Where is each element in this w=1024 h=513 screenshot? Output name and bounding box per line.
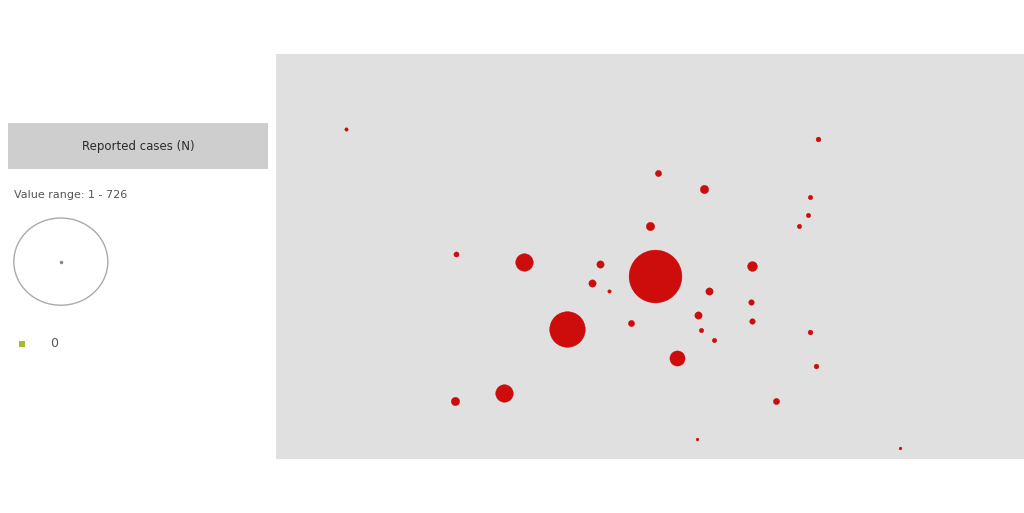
Text: 0: 0 (50, 337, 57, 350)
Text: Value range: 1 - 726: Value range: 1 - 726 (14, 190, 127, 200)
Text: Reported cases (N): Reported cases (N) (82, 140, 195, 153)
FancyBboxPatch shape (8, 123, 268, 169)
